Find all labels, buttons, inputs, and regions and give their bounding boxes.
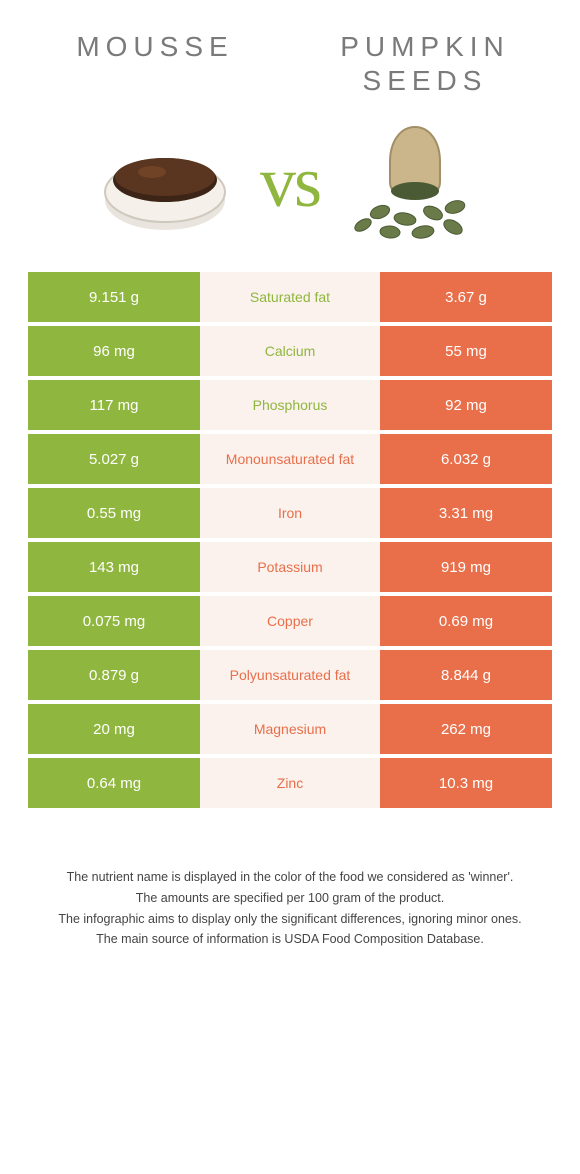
nutrient-label: Magnesium: [200, 704, 380, 754]
right-value: 55 mg: [380, 326, 552, 376]
right-value: 0.69 mg: [380, 596, 552, 646]
nutrient-label: Zinc: [200, 758, 380, 808]
nutrient-label: Polyunsaturated fat: [200, 650, 380, 700]
left-value: 5.027 g: [28, 434, 200, 484]
right-value: 262 mg: [380, 704, 552, 754]
footer-notes: The nutrient name is displayed in the co…: [40, 868, 540, 949]
right-value: 8.844 g: [380, 650, 552, 700]
left-value: 117 mg: [28, 380, 200, 430]
left-value: 143 mg: [28, 542, 200, 592]
table-row: 96 mgCalcium55 mg: [28, 326, 552, 376]
nutrient-label: Potassium: [200, 542, 380, 592]
left-title: MOUSSE: [35, 30, 275, 64]
table-row: 20 mgMagnesium262 mg: [28, 704, 552, 754]
nutrient-label: Monounsaturated fat: [200, 434, 380, 484]
right-value: 3.67 g: [380, 272, 552, 322]
vs-label: vs: [260, 141, 320, 224]
table-row: 5.027 gMonounsaturated fat6.032 g: [28, 434, 552, 484]
nutrient-label: Copper: [200, 596, 380, 646]
nutrient-label: Iron: [200, 488, 380, 538]
table-row: 0.64 mgZinc10.3 mg: [28, 758, 552, 808]
left-value: 0.64 mg: [28, 758, 200, 808]
table-row: 0.55 mgIron3.31 mg: [28, 488, 552, 538]
table-row: 0.075 mgCopper0.69 mg: [28, 596, 552, 646]
left-value: 0.55 mg: [28, 488, 200, 538]
right-value: 6.032 g: [380, 434, 552, 484]
left-value: 20 mg: [28, 704, 200, 754]
footer-line: The amounts are specified per 100 gram o…: [40, 889, 540, 908]
image-row: vs: [0, 107, 580, 272]
right-value: 10.3 mg: [380, 758, 552, 808]
mousse-icon: [80, 112, 250, 252]
footer-line: The main source of information is USDA F…: [40, 930, 540, 949]
nutrient-label: Phosphorus: [200, 380, 380, 430]
right-title: PUMPKIN SEEDS: [305, 30, 545, 97]
footer-line: The infographic aims to display only the…: [40, 910, 540, 929]
pumpkin-seeds-icon: [330, 112, 500, 252]
left-value: 0.879 g: [28, 650, 200, 700]
right-value: 919 mg: [380, 542, 552, 592]
comparison-table: 9.151 gSaturated fat3.67 g96 mgCalcium55…: [28, 272, 552, 808]
table-row: 143 mgPotassium919 mg: [28, 542, 552, 592]
left-value: 0.075 mg: [28, 596, 200, 646]
nutrient-label: Calcium: [200, 326, 380, 376]
left-value: 9.151 g: [28, 272, 200, 322]
right-value: 3.31 mg: [380, 488, 552, 538]
table-row: 117 mgPhosphorus92 mg: [28, 380, 552, 430]
nutrient-label: Saturated fat: [200, 272, 380, 322]
right-value: 92 mg: [380, 380, 552, 430]
table-row: 9.151 gSaturated fat3.67 g: [28, 272, 552, 322]
table-row: 0.879 gPolyunsaturated fat8.844 g: [28, 650, 552, 700]
footer-line: The nutrient name is displayed in the co…: [40, 868, 540, 887]
header: MOUSSE PUMPKIN SEEDS: [0, 0, 580, 107]
left-value: 96 mg: [28, 326, 200, 376]
